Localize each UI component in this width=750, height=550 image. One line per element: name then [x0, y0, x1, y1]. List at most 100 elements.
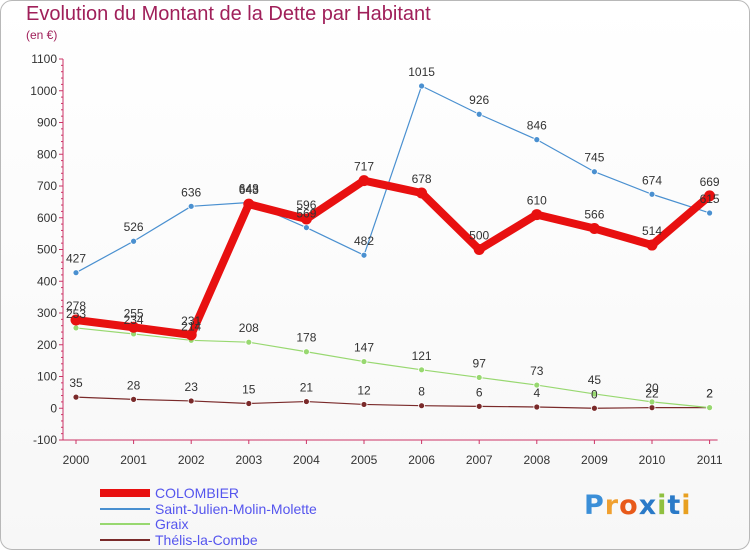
data-point [187, 202, 195, 210]
data-label: 0 [591, 387, 598, 401]
x-tick-label: 2002 [178, 453, 205, 467]
data-point [302, 224, 310, 231]
data-point [243, 198, 255, 210]
data-label: 234 [124, 313, 144, 327]
series-3 [72, 393, 713, 412]
data-label: 2 [706, 387, 713, 401]
data-label: 22 [645, 387, 659, 401]
data-label: 15 [242, 382, 256, 396]
data-label: 147 [354, 341, 374, 355]
data-point [533, 381, 541, 389]
data-label: 23 [185, 380, 199, 394]
y-tick-label: 900 [37, 116, 57, 130]
chart-subtitle: (en €) [26, 28, 58, 42]
data-point [130, 395, 138, 403]
data-point [302, 398, 310, 405]
data-label: 610 [527, 194, 547, 208]
y-tick-label: 1000 [30, 84, 57, 98]
data-label: 745 [584, 151, 604, 165]
x-tick-label: 2005 [351, 453, 378, 467]
data-label: 717 [354, 160, 374, 174]
data-label: 121 [412, 349, 432, 363]
data-label: 8 [418, 385, 425, 399]
data-label: 615 [700, 192, 720, 206]
y-tick-label: 300 [37, 306, 57, 320]
data-point [358, 175, 370, 187]
data-point [187, 397, 195, 405]
data-point [591, 168, 598, 176]
x-tick-label: 2008 [523, 453, 550, 467]
data-point [72, 269, 80, 277]
data-label: 500 [469, 229, 489, 243]
data-label: 28 [127, 378, 141, 392]
data-label: 2 [706, 387, 713, 401]
data-label: 35 [69, 376, 83, 390]
data-label: 45 [588, 373, 602, 387]
data-point [416, 187, 428, 199]
data-point [473, 244, 485, 255]
data-label: 678 [412, 172, 432, 186]
logo-letter: r [604, 490, 620, 521]
y-tick-label: -100 [33, 433, 57, 447]
logo-letter: i [681, 490, 692, 521]
data-labels: 278 255 231 643 596 717 678 500 610 566 514 669 427 5… [66, 65, 720, 401]
series-2 [72, 324, 713, 412]
y-tick-label: 200 [37, 338, 57, 352]
data-point [704, 190, 716, 202]
data-label: 596 [296, 198, 316, 212]
data-point [70, 314, 82, 326]
data-label: 214 [181, 319, 201, 333]
x-tick-label: 2000 [63, 453, 90, 467]
series-line [72, 176, 714, 339]
x-tick-label: 2009 [581, 453, 608, 467]
data-label: 926 [469, 93, 489, 107]
data-label: 255 [124, 306, 144, 320]
data-label: 6 [476, 385, 483, 399]
data-label: 427 [66, 252, 86, 266]
data-point [245, 338, 253, 346]
series-line [75, 85, 711, 274]
series-1 [72, 82, 713, 277]
data-label: 253 [66, 307, 86, 321]
data-label: 569 [296, 207, 316, 221]
data-point [475, 402, 483, 410]
x-tick-label: 2011 [697, 453, 723, 467]
data-point [591, 390, 598, 398]
y-tick-label: 500 [37, 243, 57, 257]
series-line [75, 327, 711, 409]
y-tick-label: 100 [37, 370, 57, 384]
x-tick-label: 2006 [408, 453, 435, 467]
y-tick-label: 700 [37, 179, 57, 193]
y-tick-label: 800 [37, 147, 57, 161]
y-tick-label: 600 [37, 211, 57, 225]
data-point [591, 404, 598, 412]
data-point [128, 321, 140, 333]
data-point [300, 213, 312, 225]
x-tick-label: 2007 [466, 453, 493, 467]
data-label: 648 [239, 182, 259, 196]
data-label: 846 [527, 119, 547, 133]
data-point [588, 223, 600, 235]
data-label: 278 [66, 299, 86, 313]
data-label: 674 [642, 173, 662, 187]
data-point [475, 374, 483, 381]
y-tick-label: 1100 [31, 52, 57, 66]
data-label: 231 [181, 314, 201, 328]
axes: -100010020030040050060070080090010001100… [30, 52, 723, 467]
legend-label: COLOMBIER [155, 485, 239, 501]
data-point [706, 209, 713, 217]
data-point [648, 190, 656, 198]
data-point [533, 403, 541, 411]
data-point [475, 110, 483, 118]
data-label: 514 [642, 224, 662, 238]
data-point [360, 401, 368, 408]
data-point [533, 136, 541, 144]
data-label: 566 [584, 208, 604, 222]
data-point [648, 398, 656, 406]
data-label: 21 [300, 381, 314, 395]
data-point [418, 366, 426, 374]
data-point [360, 251, 368, 259]
data-label: 526 [124, 220, 144, 234]
data-point [72, 393, 80, 401]
